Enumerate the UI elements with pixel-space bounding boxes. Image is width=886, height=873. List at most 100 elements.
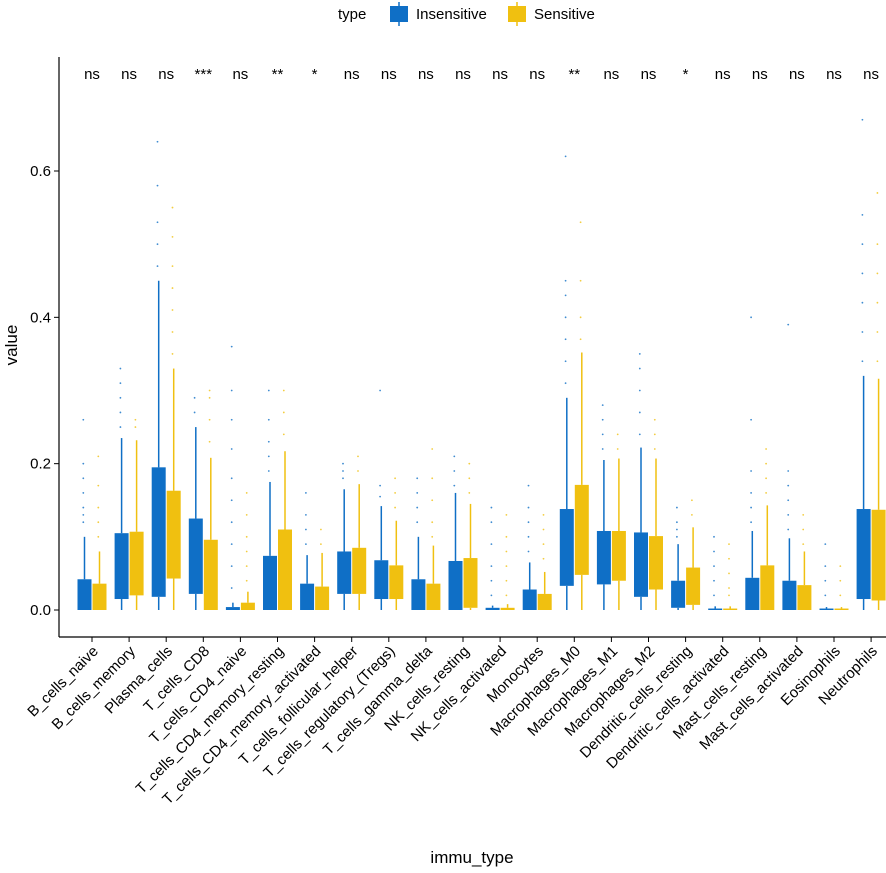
outlier-point (750, 492, 752, 494)
outlier-point (357, 455, 359, 458)
outlier-point (230, 543, 233, 546)
outlier-point (787, 484, 790, 487)
outlier-point (171, 206, 174, 209)
outlier-point (119, 411, 122, 414)
outlier-point (579, 338, 582, 341)
box-body (686, 567, 701, 605)
box-body (819, 608, 834, 610)
box-insensitive (856, 118, 871, 610)
outlier-point (527, 550, 530, 553)
outlier-point (787, 513, 790, 516)
outlier-point (208, 440, 211, 443)
box-sensitive (871, 192, 886, 610)
significance-label: ns (418, 66, 434, 83)
outlier-point (728, 557, 730, 560)
outlier-point (230, 521, 233, 524)
box-insensitive (188, 396, 203, 610)
axes: 0.00.20.40.6B_cells_naiveB_cells_memoryP… (24, 57, 886, 808)
outlier-point (824, 594, 827, 597)
outlier-point (230, 499, 233, 502)
outlier-point (824, 579, 827, 582)
outlier-point (245, 535, 248, 538)
box-sensitive (426, 448, 441, 610)
outlier-point (527, 535, 530, 538)
outlier-point (505, 594, 508, 597)
outlier-point (267, 470, 270, 472)
outlier-point (713, 565, 715, 567)
outlier-point (230, 345, 233, 348)
outlier-point (750, 316, 752, 319)
outlier-point (431, 448, 434, 450)
outlier-point (861, 301, 864, 304)
significance-label: ns (752, 66, 768, 83)
outlier-point (416, 506, 419, 509)
box-body (782, 580, 797, 610)
outlier-point (653, 418, 656, 421)
box-insensitive (782, 323, 797, 610)
legend-title: type (338, 6, 366, 23)
outlier-point (282, 411, 285, 414)
outlier-point (171, 309, 174, 311)
outlier-point (691, 499, 693, 502)
significance-label: ns (529, 66, 545, 83)
outlier-point (676, 506, 678, 509)
outlier-point (394, 506, 396, 509)
outlier-point (750, 506, 752, 509)
box-body (871, 509, 886, 601)
outlier-point (713, 550, 715, 553)
outlier-point (839, 594, 842, 597)
outlier-point (379, 484, 381, 487)
box-body (352, 547, 367, 594)
outlier-point (208, 389, 211, 392)
outlier-point (416, 521, 419, 524)
outlier-point (320, 528, 322, 531)
legend: type Insensitive Sensitive (338, 2, 595, 26)
outlier-point (156, 221, 159, 224)
outlier-point (861, 214, 864, 216)
outlier-point (230, 565, 233, 567)
box-body (300, 583, 315, 610)
box-body (426, 583, 441, 610)
outlier-point (82, 477, 85, 480)
significance-label: ** (568, 66, 580, 83)
outlier-point (564, 360, 567, 363)
outlier-point (82, 513, 85, 516)
box-sensitive (537, 513, 552, 610)
box-sensitive (723, 543, 738, 610)
box-insensitive (671, 506, 686, 610)
significance-label: ns (603, 66, 619, 83)
outlier-point (119, 382, 122, 385)
outlier-point (97, 535, 100, 538)
outlier-point (416, 477, 419, 480)
outlier-point (750, 521, 752, 524)
outlier-point (134, 426, 137, 428)
outlier-point (765, 448, 767, 450)
box-insensitive (300, 492, 315, 610)
outlier-point (653, 433, 656, 436)
outlier-point (787, 528, 790, 531)
significance-label: *** (195, 66, 213, 83)
legend-entry-insensitive: Insensitive (390, 2, 487, 26)
outlier-point (394, 492, 396, 494)
box-body (114, 533, 129, 600)
outlier-point (564, 155, 567, 158)
box-body (374, 560, 389, 600)
outlier-point (431, 535, 434, 538)
significance-label: * (312, 66, 318, 83)
significance-label: ns (455, 66, 471, 83)
outlier-point (527, 506, 530, 509)
significance-label: ns (863, 66, 879, 83)
outlier-point (638, 353, 641, 355)
outlier-point (282, 389, 285, 392)
box-sensitive (760, 448, 775, 610)
outlier-point (82, 506, 85, 509)
box-insensitive (411, 477, 426, 610)
box-body (203, 539, 218, 610)
box-body (315, 586, 330, 610)
box-insensitive (485, 506, 500, 610)
outlier-point (876, 272, 879, 275)
outlier-point (601, 404, 604, 407)
outlier-point (230, 587, 233, 589)
legend-entry-sensitive: Sensitive (508, 2, 595, 26)
box-insensitive (263, 389, 277, 610)
